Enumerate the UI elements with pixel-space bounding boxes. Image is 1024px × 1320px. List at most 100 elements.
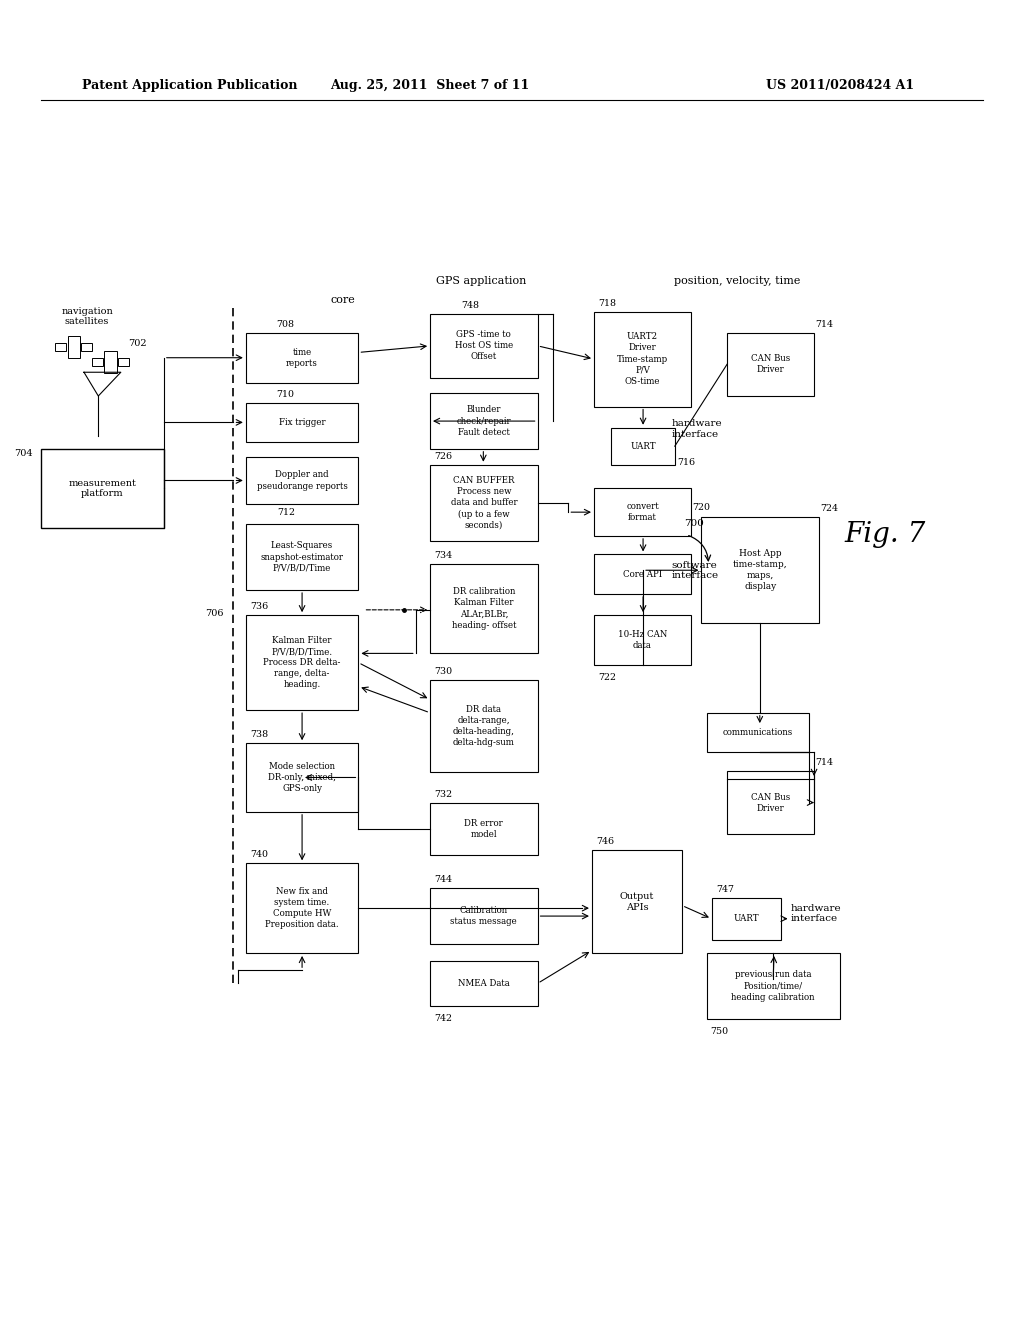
FancyBboxPatch shape — [246, 333, 358, 383]
Text: UART2
Driver
Time-stamp
P/V
OS-time: UART2 Driver Time-stamp P/V OS-time — [617, 333, 668, 385]
Text: DR data
delta-range,
delta-heading,
delta-hdg-sum: DR data delta-range, delta-heading, delt… — [453, 705, 515, 747]
Text: 702: 702 — [128, 339, 146, 347]
Text: previous run data
Position/time/
heading calibration: previous run data Position/time/ heading… — [731, 970, 815, 1002]
Text: GPS -time to
Host OS time
Offset: GPS -time to Host OS time Offset — [455, 330, 513, 362]
FancyBboxPatch shape — [712, 898, 781, 940]
Text: 732: 732 — [434, 789, 453, 799]
Text: Doppler and
pseudorange reports: Doppler and pseudorange reports — [257, 470, 347, 491]
Text: 730: 730 — [434, 667, 453, 676]
Text: 710: 710 — [276, 389, 295, 399]
Text: measurement
platform: measurement platform — [69, 479, 136, 498]
Text: Least-Squares
snapshot-estimator
P/V/B/D/Time: Least-Squares snapshot-estimator P/V/B/D… — [260, 541, 344, 573]
Text: 716: 716 — [677, 458, 695, 467]
FancyBboxPatch shape — [430, 314, 538, 378]
Text: 726: 726 — [434, 451, 453, 461]
Text: UART: UART — [630, 442, 656, 450]
Text: 714: 714 — [815, 758, 834, 767]
FancyBboxPatch shape — [727, 771, 814, 834]
Text: 736: 736 — [250, 602, 268, 611]
Text: US 2011/0208424 A1: US 2011/0208424 A1 — [766, 79, 913, 92]
Text: 722: 722 — [598, 673, 616, 682]
FancyBboxPatch shape — [430, 465, 538, 541]
FancyBboxPatch shape — [246, 743, 358, 812]
Text: communications: communications — [723, 729, 793, 737]
Text: NMEA Data: NMEA Data — [458, 979, 510, 987]
Text: 750: 750 — [711, 1027, 729, 1036]
FancyBboxPatch shape — [430, 961, 538, 1006]
FancyBboxPatch shape — [701, 517, 819, 623]
FancyBboxPatch shape — [430, 680, 538, 772]
FancyBboxPatch shape — [430, 803, 538, 855]
Text: 748: 748 — [461, 301, 479, 310]
Text: Mode selection
DR-only, mixed,
GPS-only: Mode selection DR-only, mixed, GPS-only — [268, 762, 336, 793]
Bar — [81, 343, 92, 351]
Text: position, velocity, time: position, velocity, time — [674, 276, 801, 286]
Text: time
reports: time reports — [286, 347, 318, 368]
Text: CAN Bus
Driver: CAN Bus Driver — [751, 792, 791, 813]
Text: Output
APIs: Output APIs — [620, 891, 654, 912]
FancyBboxPatch shape — [246, 403, 358, 442]
FancyBboxPatch shape — [727, 333, 814, 396]
FancyBboxPatch shape — [430, 393, 538, 449]
Text: 734: 734 — [434, 550, 453, 560]
Bar — [68, 337, 80, 358]
Text: 706: 706 — [205, 610, 223, 618]
Text: 712: 712 — [278, 508, 296, 517]
Text: 708: 708 — [276, 319, 295, 329]
FancyBboxPatch shape — [707, 953, 840, 1019]
Bar — [92, 358, 103, 366]
FancyBboxPatch shape — [594, 615, 691, 665]
Text: 714: 714 — [815, 319, 834, 329]
Text: DR calibration
Kalman Filter
ALAr,BLBr,
heading- offset: DR calibration Kalman Filter ALAr,BLBr, … — [452, 587, 516, 630]
Text: Fig. 7: Fig. 7 — [845, 521, 926, 548]
Text: DR error
model: DR error model — [465, 818, 503, 840]
Text: navigation
satellites: navigation satellites — [61, 308, 113, 326]
Text: 747: 747 — [716, 884, 734, 894]
Text: 720: 720 — [692, 503, 711, 512]
Text: convert
format: convert format — [627, 502, 658, 523]
FancyBboxPatch shape — [246, 615, 358, 710]
FancyBboxPatch shape — [41, 449, 164, 528]
FancyBboxPatch shape — [707, 713, 809, 752]
Text: Host App
time-stamp,
maps,
display: Host App time-stamp, maps, display — [733, 549, 787, 591]
FancyBboxPatch shape — [594, 554, 691, 594]
Text: 738: 738 — [250, 730, 268, 739]
FancyBboxPatch shape — [246, 457, 358, 504]
Text: 724: 724 — [820, 504, 839, 513]
FancyBboxPatch shape — [430, 564, 538, 653]
Text: 718: 718 — [598, 298, 616, 308]
Text: software
interface: software interface — [672, 561, 719, 579]
FancyBboxPatch shape — [246, 863, 358, 953]
Text: 704: 704 — [14, 449, 33, 458]
Text: 746: 746 — [596, 837, 614, 846]
Text: Fix trigger: Fix trigger — [279, 418, 326, 426]
Text: GPS application: GPS application — [436, 276, 526, 286]
Text: 10-Hz CAN
data: 10-Hz CAN data — [617, 630, 668, 651]
Bar — [55, 343, 67, 351]
Bar — [104, 351, 117, 372]
Text: hardware
interface: hardware interface — [791, 904, 841, 923]
Text: CAN Bus
Driver: CAN Bus Driver — [751, 354, 791, 375]
FancyBboxPatch shape — [611, 428, 675, 465]
Text: New fix and
system time.
Compute HW
Preposition data.: New fix and system time. Compute HW Prep… — [265, 887, 339, 929]
Text: Core API: Core API — [623, 570, 663, 578]
Text: 744: 744 — [434, 875, 453, 884]
Text: Calibration
status message: Calibration status message — [451, 906, 517, 927]
FancyBboxPatch shape — [430, 888, 538, 944]
Text: 700: 700 — [684, 519, 703, 528]
Text: core: core — [331, 294, 355, 305]
Text: Patent Application Publication: Patent Application Publication — [82, 79, 297, 92]
Text: UART: UART — [733, 915, 760, 923]
Text: CAN BUFFER
Process new
data and buffer
(up to a few
seconds): CAN BUFFER Process new data and buffer (… — [451, 477, 517, 529]
Bar — [118, 358, 129, 366]
Text: hardware
interface: hardware interface — [672, 420, 722, 438]
Text: Blunder
check/repair
Fault detect: Blunder check/repair Fault detect — [457, 405, 511, 437]
Text: Aug. 25, 2011  Sheet 7 of 11: Aug. 25, 2011 Sheet 7 of 11 — [331, 79, 529, 92]
FancyBboxPatch shape — [594, 312, 691, 407]
Text: 742: 742 — [434, 1014, 453, 1023]
FancyBboxPatch shape — [594, 488, 691, 536]
FancyBboxPatch shape — [592, 850, 682, 953]
Text: 740: 740 — [250, 850, 268, 859]
Text: Kalman Filter
P/V/B/D/Time.
Process DR delta-
range, delta-
heading.: Kalman Filter P/V/B/D/Time. Process DR d… — [263, 636, 341, 689]
FancyBboxPatch shape — [246, 524, 358, 590]
